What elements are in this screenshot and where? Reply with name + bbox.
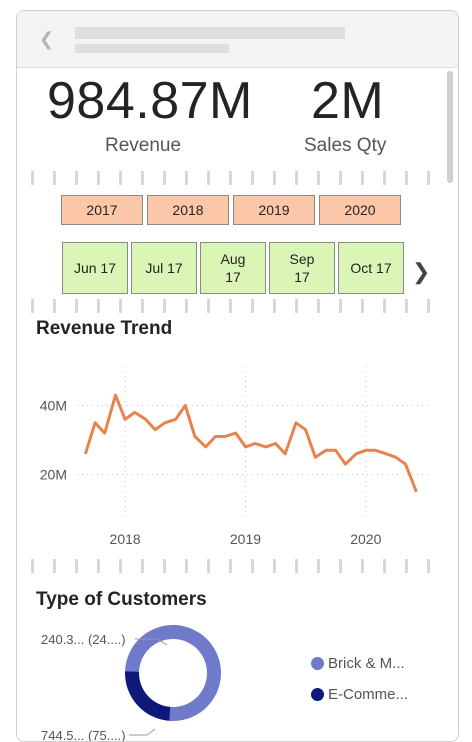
y-tick-label: 40M: [40, 398, 67, 414]
year-button-2018[interactable]: 2018: [147, 195, 229, 225]
revenue-kpi-value: 984.87M: [47, 72, 253, 130]
customer-type-donut-chart: 240.3... (24....) 744.5... (75....): [41, 625, 221, 742]
year-button-2017[interactable]: 2017: [61, 195, 143, 225]
x-tick-label: 2019: [230, 531, 261, 547]
section-divider: [31, 299, 447, 313]
revenue-trend-chart: 20M 40M 2018 2019 2020: [40, 366, 432, 547]
month-button-oct-17[interactable]: Oct 17: [338, 242, 404, 294]
year-slicer: 2017 2018 2019 2020: [61, 195, 401, 225]
legend-item-brick[interactable]: Brick & M...: [311, 655, 405, 672]
subtitle-placeholder: [75, 44, 229, 53]
title-placeholder: [75, 27, 345, 39]
scrollbar[interactable]: [447, 71, 453, 183]
mobile-frame: ❮ 984.87M Revenue 2M Sales Qty 2017 2018…: [16, 10, 459, 742]
year-button-2019[interactable]: 2019: [233, 195, 315, 225]
revenue-series-line: [83, 393, 418, 493]
section-divider: [31, 559, 447, 573]
sales-qty-kpi-label: Sales Qty: [304, 135, 387, 156]
data-label-ecommerce: 240.3... (24....): [41, 632, 126, 647]
back-chevron-icon[interactable]: ❮: [39, 29, 55, 49]
sales-qty-kpi-value: 2M: [311, 72, 385, 130]
revenue-trend-title: Revenue Trend: [36, 318, 173, 339]
year-button-2020[interactable]: 2020: [319, 195, 401, 225]
legend-label-ecommerce: E-Comme...: [328, 686, 409, 703]
data-label-brick: 744.5... (75....): [41, 728, 126, 742]
y-tick-label: 20M: [40, 467, 67, 483]
x-tick-label: 2018: [110, 531, 141, 547]
month-button-jun-17[interactable]: Jun 17: [62, 242, 128, 294]
section-divider: [31, 171, 447, 185]
month-button-aug-17[interactable]: Aug 17: [200, 242, 266, 294]
legend-label-brick: Brick & M...: [328, 655, 405, 672]
chevron-right-icon[interactable]: ❯: [412, 259, 431, 284]
leader-line-brick: [129, 728, 156, 736]
type-of-customers-title: Type of Customers: [36, 589, 207, 610]
legend-swatch-ecommerce: [311, 688, 324, 701]
top-bar: ❮: [17, 11, 458, 68]
month-button-sep-17[interactable]: Sep 17: [269, 242, 335, 294]
x-tick-label: 2020: [350, 531, 381, 547]
legend-item-ecommerce[interactable]: E-Comme...: [311, 686, 408, 703]
revenue-kpi-label: Revenue: [105, 135, 182, 156]
legend-swatch-brick: [311, 657, 324, 670]
leader-line-ecommerce: [135, 638, 168, 646]
month-button-jul-17[interactable]: Jul 17: [131, 242, 197, 294]
month-slicer: Jun 17 Jul 17 Aug 17 Sep 17 Oct 17: [62, 242, 404, 294]
donut-slice-ecommerce: [124, 671, 171, 721]
